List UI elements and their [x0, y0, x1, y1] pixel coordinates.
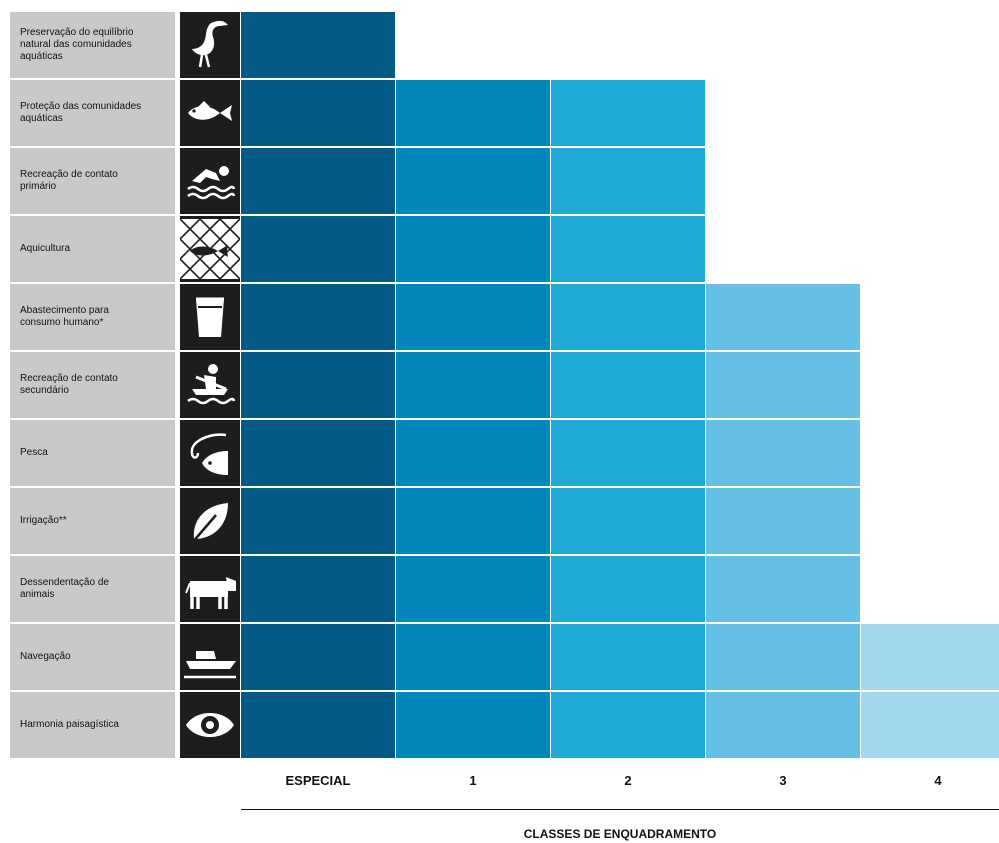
use-label: Dessendentação de animais: [10, 556, 175, 622]
class-cell: [241, 352, 395, 418]
class-label: ESPECIAL: [285, 773, 351, 788]
class-cell: [396, 80, 550, 146]
class-cell: [241, 692, 395, 758]
class-cell: [861, 624, 999, 690]
class-cell: [551, 624, 705, 690]
class-cell: [396, 216, 550, 282]
class-cell: [396, 624, 550, 690]
class-cell: [396, 488, 550, 554]
class-cell: [241, 80, 395, 146]
class-cell: [706, 420, 860, 486]
use-label: Recreação de contato secundário: [10, 352, 175, 418]
swimmer-icon: [180, 148, 240, 214]
class-cell: [551, 216, 705, 282]
class-cell: [706, 352, 860, 418]
axis-line: [241, 809, 999, 810]
class-cell: [241, 216, 395, 282]
class-label: 2: [624, 773, 632, 788]
class-cell: [551, 420, 705, 486]
use-label: Recreação de contato primário: [10, 148, 175, 214]
use-label: Irrigação**: [10, 488, 175, 554]
class-cell: [241, 556, 395, 622]
class-cell: [861, 692, 999, 758]
class-cell: [551, 692, 705, 758]
use-label: Pesca: [10, 420, 175, 486]
class-cell: [706, 284, 860, 350]
class-cell: [551, 284, 705, 350]
class-label: 3: [779, 773, 787, 788]
class-cell: [241, 148, 395, 214]
class-cell: [241, 12, 395, 78]
class-cell: [396, 556, 550, 622]
heron-icon: [180, 12, 240, 78]
class-cell: [396, 692, 550, 758]
fishing-hook-icon: [180, 420, 240, 486]
fish-icon: [180, 80, 240, 146]
use-label: Preservação do equilíbrio natural das co…: [10, 12, 175, 78]
use-label: Navegação: [10, 624, 175, 690]
class-cell: [241, 420, 395, 486]
class-cell: [551, 488, 705, 554]
class-cell: [396, 284, 550, 350]
use-label: Harmonia paisagística: [10, 692, 175, 758]
class-label: 4: [934, 773, 942, 788]
use-label: Aquicultura: [10, 216, 175, 282]
cow-icon: [180, 556, 240, 622]
class-cell: [706, 692, 860, 758]
class-label: 1: [469, 773, 477, 788]
class-cell: [706, 624, 860, 690]
boat-icon: [180, 624, 240, 690]
class-cell: [706, 556, 860, 622]
rower-icon: [180, 352, 240, 418]
fish-net-icon: [180, 216, 240, 282]
class-cell: [241, 624, 395, 690]
axis-title: CLASSES DE ENQUADRAMENTO: [523, 827, 717, 841]
class-cell: [396, 352, 550, 418]
class-cell: [396, 148, 550, 214]
class-cell: [551, 352, 705, 418]
use-label: Abastecimento para consumo humano*: [10, 284, 175, 350]
use-label: Proteção das comunidades aquáticas: [10, 80, 175, 146]
class-cell: [706, 488, 860, 554]
class-cell: [551, 556, 705, 622]
class-cell: [551, 148, 705, 214]
class-cell: [551, 80, 705, 146]
class-cell: [241, 488, 395, 554]
bucket-icon: [180, 284, 240, 350]
leaf-icon: [180, 488, 240, 554]
eye-icon: [180, 692, 240, 758]
class-cell: [396, 420, 550, 486]
class-cell: [241, 284, 395, 350]
